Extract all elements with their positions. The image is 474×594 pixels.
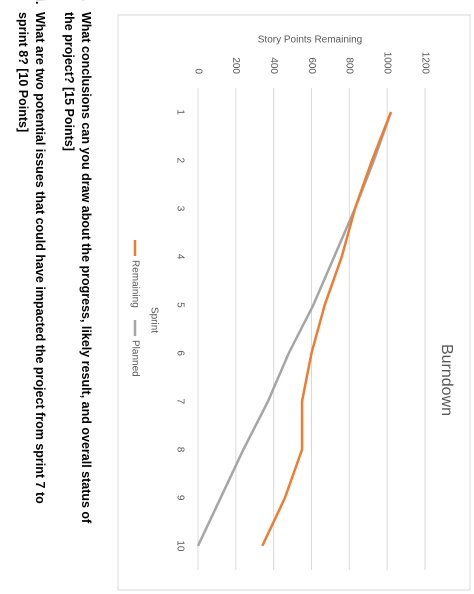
y-tick-label: 800 xyxy=(344,57,355,74)
chart-frame xyxy=(117,14,471,591)
y-axis-label: Story Points Remaining xyxy=(258,35,363,46)
y-tick-label: 400 xyxy=(268,57,279,74)
x-tick-label: 4 xyxy=(174,254,185,260)
question-text: sprint 8? [10 Points] xyxy=(16,12,30,132)
x-axis-label: Sprint xyxy=(148,307,159,333)
y-tick-label: 600 xyxy=(306,57,317,74)
question-text: the project? [15 Points] xyxy=(62,12,76,151)
x-tick-label: 3 xyxy=(174,206,185,212)
chart-title: Burndown xyxy=(438,344,455,416)
x-tick-label: 1 xyxy=(174,109,185,115)
question-number: i. xyxy=(79,0,93,1)
x-tick-label: 10 xyxy=(174,540,185,552)
x-tick-label: 9 xyxy=(174,495,185,501)
series-line xyxy=(261,111,393,547)
x-tick-label: 8 xyxy=(174,447,185,453)
y-tick-label: 200 xyxy=(230,57,241,74)
x-tick-label: 7 xyxy=(174,399,185,405)
y-tick-label: 1000 xyxy=(382,52,393,75)
x-tick-label: 5 xyxy=(174,302,185,308)
legend-label: Planned xyxy=(129,340,140,377)
legend-label: Remaining xyxy=(129,260,140,308)
question-text: What are two potential issues that could… xyxy=(33,12,47,504)
question-number: ii. xyxy=(33,0,47,4)
x-tick-label: 2 xyxy=(174,158,185,164)
y-tick-label: 1200 xyxy=(419,52,430,75)
question-text: What conclusions can you draw about the … xyxy=(79,12,93,524)
x-tick-label: 6 xyxy=(174,350,185,356)
y-tick-label: 0 xyxy=(192,68,203,74)
